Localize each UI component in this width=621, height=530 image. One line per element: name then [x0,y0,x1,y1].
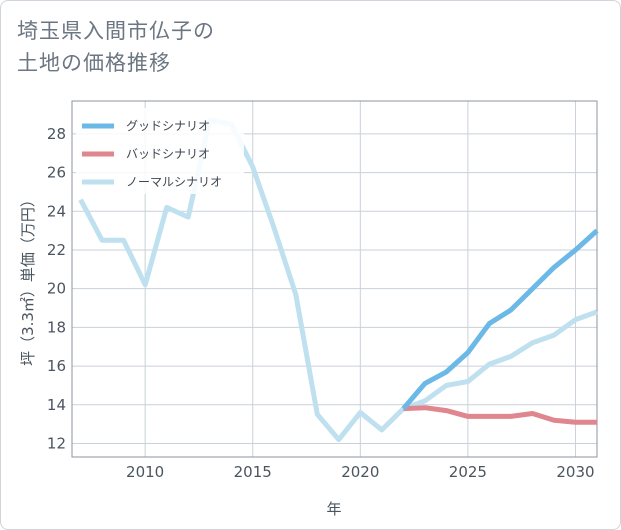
y-tick-20: 20 [47,280,66,298]
y-tick-28: 28 [47,125,66,143]
x-axis-title: 年 [326,500,341,518]
x-tick-2020: 2020 [341,463,379,481]
x-tick-2010: 2010 [126,463,164,481]
series-lines [78,117,599,443]
plot-area-border [71,100,598,458]
y-tick-18: 18 [47,318,66,336]
series-line-normal [78,117,598,443]
chart-title: 埼玉県入間市仏子の 土地の価格推移 [17,15,215,79]
series-line-bad [403,405,597,425]
x-tick-2015: 2015 [234,463,272,481]
series-line-good [401,228,599,411]
y-tick-16: 16 [47,357,66,375]
x-tick-labels: 2010 2015 2020 2025 2030 [126,463,595,481]
y-tick-12: 12 [47,434,66,452]
y-tick-labels: 12 14 16 18 20 22 24 26 28 [47,125,66,453]
y-tick-24: 24 [47,202,66,220]
y-tick-14: 14 [47,396,66,414]
chart-title-line1: 埼玉県入間市仏子の [17,19,215,43]
y-axis-title: 坪（3.3㎡）単価（万円） [19,192,37,366]
y-tick-22: 22 [47,241,66,259]
x-tick-2030: 2030 [556,463,594,481]
y-tick-26: 26 [47,164,66,182]
legend-label-good: グッドシナリオ [126,119,210,133]
x-tick-2025: 2025 [449,463,487,481]
legend-label-bad: バッドシナリオ [126,147,210,161]
chart-title-line2: 土地の価格推移 [17,51,171,75]
legend-label-normal: ノーマルシナリオ [126,175,222,189]
